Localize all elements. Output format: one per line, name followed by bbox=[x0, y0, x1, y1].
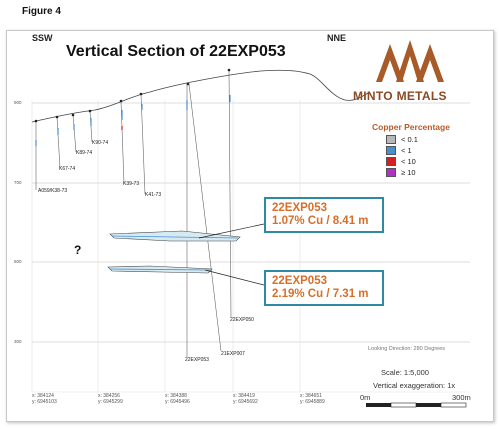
callout-grade: 1.07% Cu / 8.41 m bbox=[272, 215, 369, 227]
drill-hole-label: K90-74 bbox=[92, 140, 109, 146]
figure-panel bbox=[6, 30, 494, 422]
drill-hole-label: K39-73 bbox=[123, 181, 140, 187]
easting-label: x: 384419 y: 6945692 bbox=[233, 393, 258, 405]
question-mark: ? bbox=[74, 243, 82, 257]
easting-label: x: 384388 y: 6945496 bbox=[165, 393, 190, 405]
drill-hole-label: 22EXP050 bbox=[230, 317, 254, 323]
easting-label: x: 384124 y: 6945103 bbox=[32, 393, 57, 405]
callout-hole: 22EXP053 bbox=[272, 202, 327, 214]
direction-right: NNE bbox=[327, 33, 347, 43]
easting-gridlines bbox=[31, 100, 470, 393]
drill-hole-label: A059/K38-73 bbox=[38, 188, 68, 194]
scale-bar-start: 0m bbox=[360, 393, 371, 402]
elevation-label: 900 bbox=[14, 100, 22, 105]
callout-hole: 22EXP053 bbox=[272, 275, 327, 287]
company-logo-text: MINTO METALS bbox=[353, 89, 447, 103]
legend-label: ≥ 10 bbox=[401, 168, 416, 177]
elevation-label: 500 bbox=[14, 259, 22, 264]
legend-item: < 10 bbox=[372, 156, 450, 167]
scale-bar-graphic bbox=[366, 402, 467, 408]
legend-title: Copper Percentage bbox=[372, 122, 450, 132]
legend-label: < 0.1 bbox=[401, 135, 418, 144]
minto-logo-mark bbox=[376, 40, 444, 82]
legend-swatch bbox=[386, 157, 396, 166]
drill-collars bbox=[34, 68, 231, 123]
drill-hole-label: 22EXP053 bbox=[185, 357, 209, 363]
drill-hole-traces bbox=[35, 69, 232, 357]
elevation-gridlines bbox=[32, 102, 470, 343]
elevation-label: 300 bbox=[14, 339, 22, 344]
intercept-callout-upper: 22EXP053 1.07% Cu / 8.41 m bbox=[264, 197, 384, 233]
legend-label: < 10 bbox=[401, 157, 416, 166]
drill-hole-label: K41-73 bbox=[145, 192, 162, 198]
intercept-callout-lower: 22EXP053 2.19% Cu / 7.31 m bbox=[264, 270, 384, 306]
topography-line bbox=[31, 69, 371, 123]
drill-hole-label: K89-74 bbox=[76, 150, 93, 156]
legend-item: < 0.1 bbox=[372, 134, 450, 145]
figure-label: Figure 4 bbox=[22, 6, 61, 17]
direction-left: SSW bbox=[32, 33, 53, 43]
copper-legend: Copper Percentage < 0.1 < 1 < 10 ≥ 10 bbox=[372, 122, 450, 178]
legend-item: ≥ 10 bbox=[372, 167, 450, 178]
elevation-label: 700 bbox=[14, 180, 22, 185]
section-title: Vertical Section of 22EXP053 bbox=[66, 43, 286, 60]
drill-hole-label: 21EXP007 bbox=[221, 351, 245, 357]
legend-item: < 1 bbox=[372, 145, 450, 156]
assay-ticks bbox=[35, 95, 231, 146]
upper-lens bbox=[109, 230, 241, 242]
easting-label: x: 384256 y: 6945299 bbox=[98, 393, 123, 405]
legend-swatch bbox=[386, 146, 396, 155]
easting-label: x: 384651 y: 6945889 bbox=[300, 393, 325, 405]
legend-swatch bbox=[386, 135, 396, 144]
looking-direction: Looking Direction: 280 Degrees bbox=[368, 346, 446, 352]
legend-label: < 1 bbox=[401, 146, 412, 155]
legend-swatch bbox=[386, 168, 396, 177]
scale-text: Scale: 1:5,000 bbox=[381, 368, 429, 377]
callout-grade: 2.19% Cu / 7.31 m bbox=[272, 288, 369, 300]
vertical-exaggeration: Vertical exaggeration: 1x bbox=[373, 381, 456, 390]
scale-bar-end: 300m bbox=[452, 393, 471, 402]
drill-hole-label: K67-74 bbox=[59, 166, 76, 172]
